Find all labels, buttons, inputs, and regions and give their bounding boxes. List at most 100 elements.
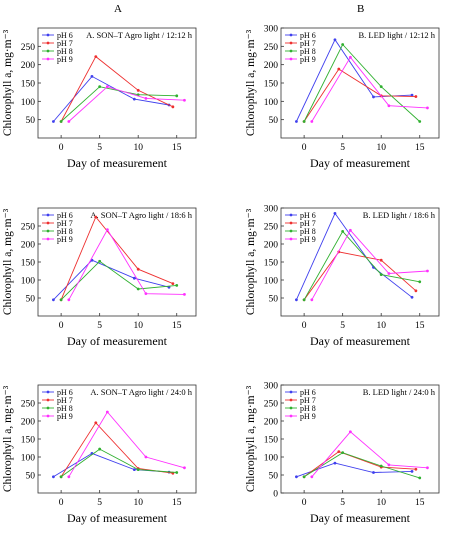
legend-marker	[46, 398, 50, 402]
x-tick-label: 0	[59, 498, 64, 508]
data-point	[387, 463, 391, 467]
legend-marker	[289, 57, 293, 61]
data-point	[379, 85, 383, 89]
y-axis-label: Chlorophyll a, mg·m⁻³	[245, 29, 257, 136]
legend-label: pH 9	[300, 55, 316, 64]
data-point	[333, 461, 337, 465]
chart-title: A. SON–T Agro light / 12:12 h	[86, 30, 193, 40]
data-point	[426, 269, 429, 273]
legend-marker	[289, 237, 293, 241]
series-line-ph9	[68, 86, 185, 122]
x-tick-label: 5	[97, 143, 102, 153]
x-tick-label: 15	[415, 143, 425, 153]
column-header-b: B	[357, 3, 365, 15]
x-tick-label: 15	[415, 321, 425, 331]
data-point	[132, 468, 136, 471]
y-tick-label: 50	[26, 472, 36, 482]
y-tick-label: 250	[264, 223, 279, 233]
y-axis-label: Chlorophyll a, mg·m⁻³	[2, 29, 14, 136]
y-tick-label: 300	[264, 382, 279, 392]
data-point	[418, 280, 422, 284]
y-axis-label: Chlorophyll a, mg·m⁻³	[245, 208, 257, 315]
data-point	[387, 272, 391, 275]
series-line-ph9	[68, 228, 185, 301]
legend-label: pH 8	[300, 47, 316, 56]
data-point	[418, 120, 422, 123]
y-tick-label: 100	[21, 277, 36, 287]
y-axis-label: Chlorophyll a, mg·m⁻³	[245, 385, 257, 492]
series-line-ph8	[303, 230, 420, 301]
data-point	[426, 106, 429, 110]
legend-marker	[289, 41, 293, 45]
x-axis-label: Day of measurement	[67, 156, 168, 170]
series-line-ph8	[303, 43, 421, 122]
legend-marker	[46, 41, 50, 45]
data-point	[132, 276, 136, 280]
chart-title: B. LED light / 12:12 h	[359, 30, 436, 40]
x-tick-label: 10	[133, 143, 143, 153]
data-point	[52, 298, 55, 302]
series-line-ph9	[311, 56, 428, 122]
y-tick-label: 200	[264, 61, 279, 71]
data-point	[59, 475, 63, 479]
data-point	[295, 120, 298, 123]
data-point	[387, 104, 391, 108]
x-axis-label: Day of measurement	[310, 334, 411, 348]
data-point	[410, 470, 414, 473]
data-point	[175, 471, 179, 474]
data-point	[136, 88, 140, 92]
legend-marker	[46, 406, 50, 410]
series-line-ph7	[303, 68, 416, 122]
legend-label: pH 9	[57, 412, 73, 421]
legend-label: pH 7	[300, 396, 316, 405]
x-tick-label: 5	[340, 321, 345, 331]
y-tick-label: 100	[264, 277, 279, 287]
data-point	[414, 289, 418, 293]
data-point	[144, 97, 148, 100]
chart-title: B. LED light / 18:6 h	[363, 210, 436, 220]
chart-title: A. SON–T Agro light / 18:6 h	[90, 210, 192, 220]
legend-label: pH 7	[57, 39, 73, 48]
data-point	[136, 287, 140, 291]
series-line-ph7	[60, 422, 173, 478]
legend-marker	[289, 229, 293, 233]
x-tick-label: 10	[376, 498, 386, 508]
series-line-ph8	[60, 448, 177, 478]
data-point	[295, 298, 298, 302]
data-point	[379, 273, 383, 276]
data-point	[348, 228, 352, 232]
series-line-ph6	[295, 212, 413, 300]
data-point	[337, 67, 341, 71]
legend-marker	[289, 33, 293, 37]
legend-marker	[46, 221, 50, 225]
series-line-ph9	[311, 431, 428, 478]
data-point	[105, 410, 109, 414]
legend-marker	[289, 398, 293, 402]
data-point	[295, 475, 298, 479]
series-line-ph7	[60, 216, 174, 300]
data-point	[144, 292, 148, 296]
series-line-ph6	[53, 259, 170, 301]
x-tick-label: 5	[340, 498, 345, 508]
data-point	[175, 284, 179, 287]
data-point	[105, 228, 109, 232]
legend-label: pH 6	[57, 211, 73, 220]
legend-label: pH 9	[300, 235, 316, 244]
y-tick-label: 200	[264, 241, 279, 251]
data-point	[171, 282, 175, 285]
y-tick-label: 100	[21, 454, 36, 464]
y-axis-label: Chlorophyll a, mg·m⁻³	[2, 208, 14, 315]
data-point	[183, 466, 186, 470]
y-tick-label: 50	[269, 472, 279, 482]
legend-label: pH 8	[57, 404, 73, 413]
data-point	[302, 475, 306, 479]
data-point	[348, 55, 352, 59]
series-line-ph9	[68, 411, 185, 478]
x-axis-label: Day of measurement	[67, 511, 168, 525]
y-tick-label: 0	[273, 490, 278, 500]
y-tick-label: 50	[26, 116, 36, 126]
legend-marker	[289, 221, 293, 225]
data-point	[372, 471, 375, 474]
data-point	[333, 38, 337, 42]
